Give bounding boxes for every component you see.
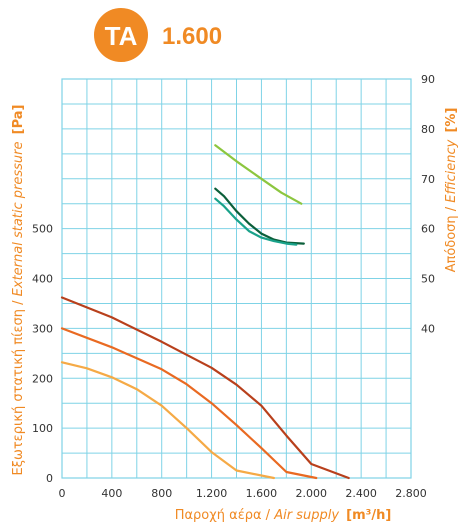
x-tick-label: 2.400	[345, 487, 377, 500]
y-left-axis-title-gr: Εξωτερική στατική πίεση /	[11, 300, 26, 476]
x-tick-label: 0	[59, 487, 66, 500]
y-left-axis-unit: [Pa]	[11, 104, 26, 134]
model-badge: TA	[94, 8, 148, 62]
y-right-tick-label: 70	[421, 173, 435, 186]
y-right-axis-title-en: Efficiency	[444, 139, 459, 202]
y-right-tick-label: 90	[421, 73, 435, 86]
y-left-tick-label: 200	[32, 372, 53, 385]
y-right-axis-unit: [%]	[444, 108, 459, 133]
x-axis-title: Παροχή αέρα / Air supply [m³/h]	[175, 508, 392, 523]
y-left-axis-title-en: External static pressure	[11, 141, 26, 296]
x-tick-label: 1.200	[196, 487, 228, 500]
badge-label: TA	[105, 21, 138, 51]
efficiency-curve-6	[214, 197, 298, 246]
plot-frame	[61, 78, 412, 479]
y-right-axis-title: Απόδοση / Efficiency [%]	[444, 108, 459, 273]
pressure-curve-2	[60, 327, 318, 480]
y-left-tick-label: 0	[46, 472, 53, 485]
grid	[61, 78, 412, 479]
y-right-axis-title-gr: Απόδοση /	[444, 206, 459, 272]
y-right-tick-label: 50	[421, 273, 435, 286]
y-left-tick-label: 400	[32, 273, 53, 286]
pressure-curve-3	[60, 361, 275, 480]
x-tick-label: 2.800	[395, 487, 427, 500]
badge-circle	[94, 8, 148, 62]
model-name: 1.600	[162, 23, 222, 50]
x-tick-label: 2.000	[296, 487, 328, 500]
y-left-tick-label: 100	[32, 422, 53, 435]
x-tick-label: 800	[151, 487, 172, 500]
y-left-tick-labels: 0 100 200 300 400 500	[32, 223, 53, 485]
x-axis-unit: [m³/h]	[346, 508, 391, 523]
x-axis-title-gr: Παροχή αέρα /	[175, 508, 271, 523]
x-tick-label: 1.600	[246, 487, 278, 500]
y-right-tick-label: 80	[421, 123, 435, 136]
y-left-axis-title: Εξωτερική στατική πίεση / External stati…	[11, 104, 26, 475]
y-right-tick-label: 40	[421, 322, 435, 335]
y-left-tick-label: 500	[32, 223, 53, 236]
x-tick-label: 400	[101, 487, 122, 500]
y-right-tick-label: 60	[421, 223, 435, 236]
curves	[60, 144, 350, 480]
efficiency-curve-4	[214, 144, 303, 205]
y-left-tick-label: 300	[32, 322, 53, 335]
x-axis-title-en: Air supply	[273, 508, 339, 523]
y-right-tick-labels: 40 50 60 70 80 90	[421, 73, 435, 335]
x-tick-labels: 0 400 800 1.200 1.600 2.000 2.400 2.800	[59, 487, 427, 500]
pressure-curve-1	[60, 296, 350, 480]
